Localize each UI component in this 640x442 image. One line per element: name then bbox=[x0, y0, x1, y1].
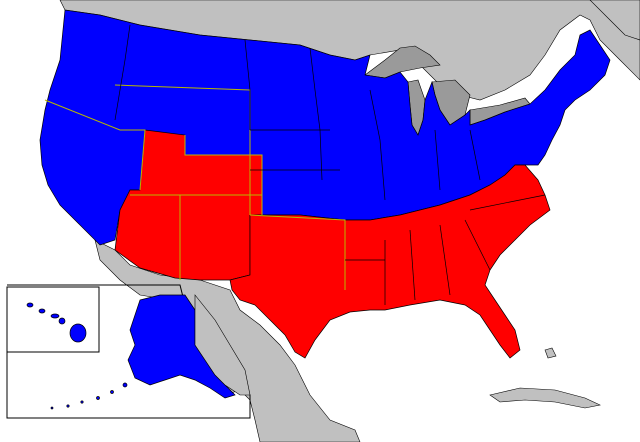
alaska-aleutians bbox=[50, 382, 128, 410]
aleutian-island bbox=[96, 396, 100, 400]
state-borders bbox=[114, 24, 546, 305]
border-al-ga bbox=[439, 224, 451, 296]
hawaii-maui bbox=[58, 317, 66, 325]
canada-maritimes bbox=[589, 0, 640, 41]
hawaii-kauai bbox=[26, 302, 34, 308]
region-south bbox=[229, 164, 551, 359]
hawaii-inset-frame bbox=[6, 286, 100, 353]
border-wa-id bbox=[114, 24, 131, 121]
cuba-land bbox=[489, 387, 601, 409]
border-colorado bbox=[184, 135, 263, 215]
border-mn bbox=[309, 47, 323, 181]
aleutian-island bbox=[80, 400, 84, 404]
bahamas-land bbox=[544, 347, 557, 359]
hawaii-big-island bbox=[69, 323, 87, 343]
border-ga-sc bbox=[464, 219, 491, 271]
hawaii-islands bbox=[26, 302, 87, 343]
aleutian-island bbox=[110, 390, 114, 394]
border-ok-tx bbox=[249, 214, 346, 290]
border-oh-pa bbox=[469, 129, 481, 181]
hawaii-molokai bbox=[50, 313, 60, 319]
border-mt-nd bbox=[244, 39, 251, 130]
border-ms-al bbox=[409, 229, 416, 301]
region-borders bbox=[44, 84, 346, 290]
border-nevada bbox=[120, 129, 146, 191]
hawaii-oahu bbox=[38, 308, 46, 314]
aleutian-island bbox=[66, 404, 70, 408]
yukon-land bbox=[194, 294, 251, 396]
border-wi-il bbox=[369, 89, 386, 201]
aleutian-island bbox=[122, 382, 128, 388]
border-tn-nc bbox=[469, 194, 546, 211]
border-oregon bbox=[44, 99, 121, 131]
border-in-oh bbox=[434, 129, 441, 191]
aleutian-island bbox=[50, 406, 54, 410]
